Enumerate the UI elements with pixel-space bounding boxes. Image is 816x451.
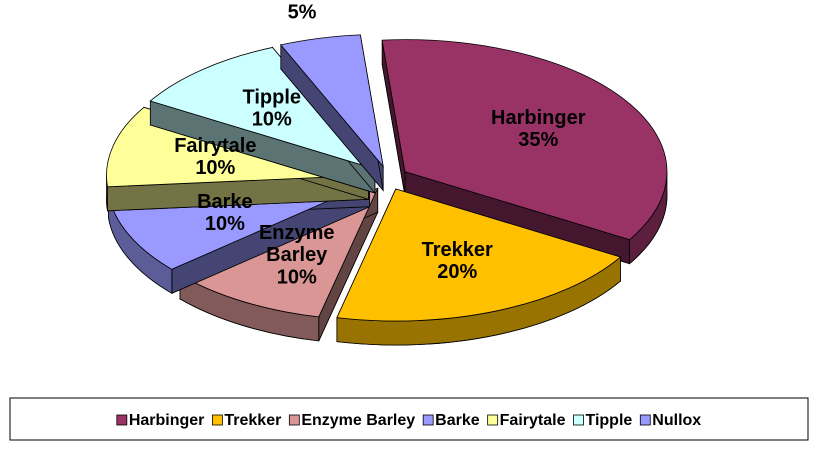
slice-label: Harbinger — [491, 107, 586, 129]
slice-value-label: 5% — [288, 2, 317, 24]
slice-label: Barke — [197, 191, 253, 213]
legend-swatch — [288, 414, 300, 426]
legend-swatch — [116, 414, 128, 426]
slice-value-label: 35% — [518, 129, 558, 151]
slice-label: Enzyme Barley — [259, 222, 335, 266]
slice-label: Tipple — [242, 86, 301, 108]
legend-label: Trekker — [224, 412, 281, 429]
slice-top — [381, 39, 668, 241]
slice-label: Nullox — [271, 0, 332, 2]
slice-value-label: 10% — [195, 157, 235, 179]
legend-swatch — [422, 414, 434, 426]
legend-swatch — [211, 414, 223, 426]
legend-label: Enzyme Barley — [301, 412, 415, 429]
pie-slice — [336, 188, 622, 346]
slice-value-label: 20% — [437, 261, 477, 283]
slice-value-label: 10% — [252, 108, 292, 130]
slice-label-line: Enzyme — [259, 222, 335, 244]
slice-label-line: Barley — [266, 244, 328, 266]
slice-top — [149, 46, 377, 170]
slice-label: Trekker — [422, 239, 493, 261]
slice-top — [280, 34, 384, 168]
legend-swatch — [639, 414, 651, 426]
slice-value-label: 10% — [205, 213, 245, 235]
legend-box — [9, 397, 809, 441]
legend-label: Fairytale — [500, 412, 566, 429]
legend-label: Harbinger — [129, 412, 205, 429]
slice-label: Fairytale — [174, 135, 256, 157]
slice-top — [336, 188, 622, 322]
legend-swatch — [573, 414, 584, 426]
pie-slice — [280, 34, 384, 192]
slice-value-label: 10% — [277, 266, 317, 288]
legend-label: Tipple — [585, 412, 632, 429]
pie-slice — [381, 39, 668, 265]
legend-label: Barke — [435, 412, 480, 429]
legend-swatch — [487, 414, 499, 426]
legend-label: Nullox — [652, 412, 701, 429]
